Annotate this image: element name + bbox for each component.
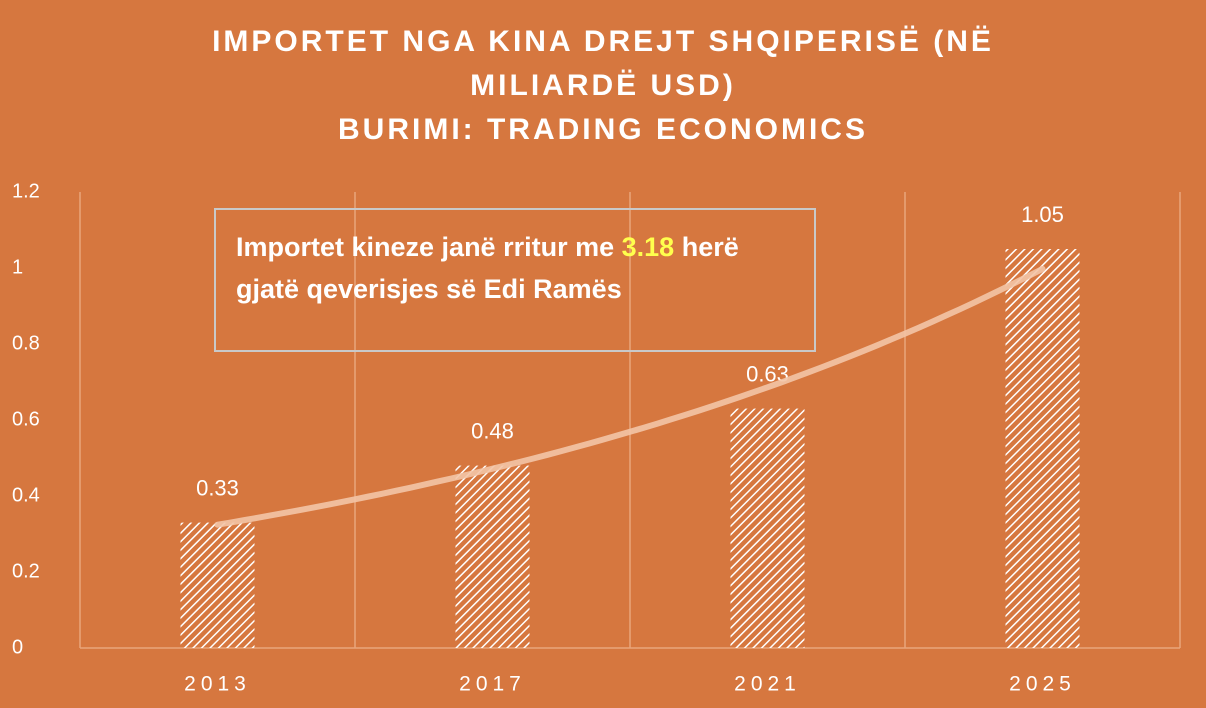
x-tick-label: 2021 [734, 673, 801, 696]
bar [180, 522, 255, 648]
trendline [214, 265, 1046, 528]
y-tick-label: 0.6 [12, 408, 40, 430]
value-label: 0.48 [471, 418, 514, 443]
bar [1005, 249, 1080, 648]
x-tick-label: 2013 [184, 673, 251, 696]
y-tick-label: 1 [12, 256, 23, 278]
annotation: Importet kineze janë rritur me 3.18 herë… [214, 208, 816, 352]
value-label: 1.05 [1021, 202, 1064, 227]
x-tick-label: 2025 [1009, 673, 1076, 696]
x-tick-label: 2017 [459, 673, 526, 696]
chart-title: IMPORTET NGA KINA DREJT SHQIPERISË (NË M… [212, 25, 994, 102]
annotation-text: herë gjatë qeverisjes së Edi Ramës [236, 232, 739, 304]
y-tick-label: 0.8 [12, 332, 40, 354]
bar [455, 465, 530, 648]
bar [730, 408, 805, 648]
y-tick-label: 0.4 [12, 484, 40, 506]
chart-subtitle: BURIMI: TRADING ECONOMICS [338, 113, 868, 146]
value-label: 0.33 [196, 475, 239, 500]
chart-title-block: IMPORTET NGA KINA DREJT SHQIPERISË (NË M… [150, 20, 1056, 152]
y-tick-label: 0.2 [12, 560, 40, 582]
y-tick-label: 0 [12, 636, 23, 658]
y-tick-label: 1.2 [12, 180, 40, 202]
annotation-highlight: 3.18 [621, 232, 675, 262]
annotation-text: Importet kineze janë rritur me [236, 232, 615, 262]
